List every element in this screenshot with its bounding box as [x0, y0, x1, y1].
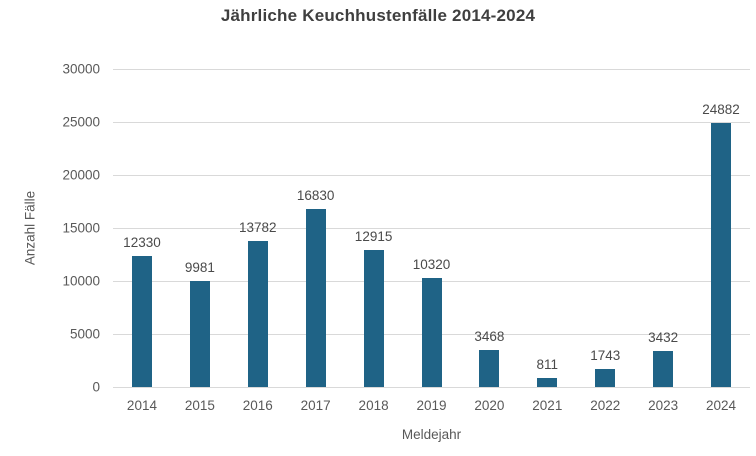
bar-2019 [421, 278, 442, 387]
y-tick-label: 20000 [62, 167, 100, 183]
x-tick-label: 2015 [184, 398, 215, 413]
bar-2016 [247, 241, 268, 387]
bar-value-label: 811 [536, 357, 559, 372]
bar-2014 [131, 256, 152, 387]
x-tick-label: 2024 [706, 398, 737, 413]
gridline [113, 228, 750, 229]
bar-2022 [595, 369, 616, 387]
x-tick-label: 2019 [416, 398, 447, 413]
gridline [113, 69, 750, 70]
bar-value-label: 9981 [184, 260, 215, 275]
x-tick-label: 2014 [126, 398, 157, 413]
bar-value-label: 24882 [702, 102, 740, 117]
chart-title: Jährliche Keuchhustenfälle 2014-2024 [220, 6, 536, 25]
bar-value-label: 16830 [296, 188, 335, 203]
bar-value-label: 3468 [474, 329, 505, 344]
x-tick-label: 2016 [242, 398, 273, 413]
y-tick-label: 15000 [62, 220, 100, 236]
x-axis-title: Meldejahr [401, 427, 462, 442]
bar-2020 [479, 350, 500, 387]
bar-2015 [189, 281, 210, 387]
x-tick-label: 2022 [590, 398, 621, 413]
bar-value-label: 3432 [648, 330, 679, 345]
bar-value-label: 13782 [238, 220, 277, 235]
y-axis-title: Anzahl Fälle [22, 190, 38, 266]
y-tick-label: 30000 [62, 61, 100, 77]
bar-2024 [711, 123, 732, 387]
gridline [113, 175, 750, 176]
bar-value-label: 1743 [590, 348, 621, 363]
y-tick-label: 25000 [62, 114, 100, 130]
y-tick-label: 5000 [69, 326, 100, 342]
bar-2021 [537, 378, 558, 387]
x-tick-label: 2018 [358, 398, 389, 413]
x-tick-label: 2017 [300, 398, 331, 413]
bar-2023 [653, 351, 674, 387]
bar-2018 [363, 250, 384, 387]
bar-value-label: 12915 [354, 229, 393, 244]
y-tick-label: 0 [92, 379, 100, 395]
bar-value-label: 10320 [412, 257, 451, 272]
bar-2017 [305, 209, 326, 387]
x-tick-label: 2021 [532, 398, 563, 413]
gridline [113, 122, 750, 123]
x-tick-label: 2023 [648, 398, 679, 413]
gridline [113, 387, 750, 388]
x-tick-label: 2020 [474, 398, 505, 413]
bar-value-label: 12330 [123, 235, 161, 250]
y-tick-label: 10000 [62, 273, 100, 289]
